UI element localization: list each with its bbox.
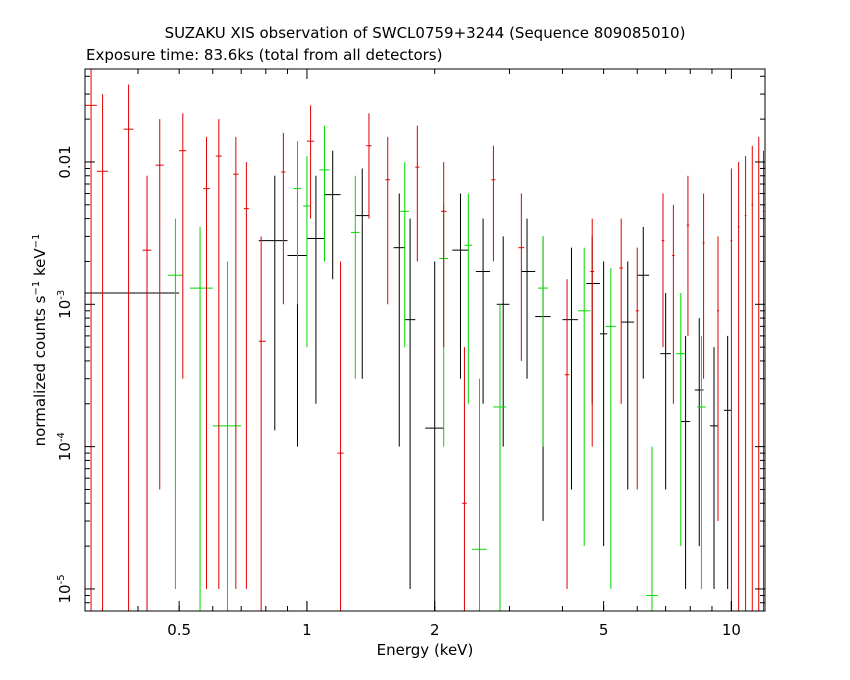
data-point	[762, 150, 765, 611]
data-point	[562, 247, 578, 490]
data-point	[366, 113, 372, 219]
data-point	[464, 193, 473, 404]
data-point	[350, 175, 360, 379]
data-point	[96, 94, 109, 611]
data-point	[646, 446, 658, 611]
x-tick-label: 2	[430, 621, 440, 639]
data-point	[564, 279, 570, 589]
x-tick-label: 5	[599, 621, 609, 639]
data-point	[441, 161, 447, 348]
y-tick-label: 0.01	[56, 145, 74, 178]
data-point	[697, 335, 706, 589]
data-point	[472, 378, 487, 611]
data-point	[400, 161, 410, 348]
data-point	[425, 261, 444, 611]
data-point	[537, 236, 549, 447]
data-point	[189, 226, 213, 611]
x-tick-label: 1	[302, 621, 312, 639]
data-point	[167, 218, 183, 589]
data-point	[142, 175, 152, 611]
data-point	[709, 347, 719, 589]
x-tick-label: 10	[722, 621, 741, 639]
data-point	[737, 161, 740, 611]
data-point	[694, 318, 704, 547]
data-point	[661, 193, 665, 348]
data-point	[385, 136, 391, 305]
x-tick-label: 0.5	[167, 621, 191, 639]
series-0	[85, 150, 732, 611]
data-point	[751, 145, 754, 611]
data-point	[590, 218, 595, 447]
data-point	[491, 145, 496, 262]
data-point	[215, 119, 222, 589]
data-point	[306, 105, 315, 219]
data-point	[324, 150, 341, 280]
y-axis-label: normalized counts s−1 keV−1	[31, 234, 49, 447]
data-point	[757, 136, 760, 611]
data-layer	[85, 69, 765, 611]
data-point	[680, 335, 691, 589]
data-point	[586, 236, 600, 404]
data-point	[306, 175, 325, 404]
data-point	[621, 261, 635, 490]
data-point	[243, 161, 249, 589]
y-tick-label: 10-3	[56, 290, 74, 319]
data-point	[85, 69, 97, 611]
data-point	[723, 335, 732, 589]
data-point	[493, 304, 507, 611]
data-point	[452, 193, 469, 379]
data-point	[619, 218, 623, 404]
data-point	[155, 119, 164, 490]
data-point	[212, 261, 242, 611]
data-point	[393, 193, 405, 447]
data-point	[303, 156, 311, 348]
data-point	[599, 261, 608, 547]
chart-subtitle: Exposure time: 83.6ks (total from all de…	[86, 46, 442, 64]
data-point	[717, 236, 720, 522]
plot-frame	[84, 68, 766, 612]
data-point	[293, 141, 302, 305]
data-point	[660, 293, 671, 490]
data-point	[672, 204, 675, 404]
x-axis-label: Energy (keV)	[377, 641, 474, 659]
data-point	[233, 136, 239, 589]
data-point	[85, 236, 180, 611]
data-point	[319, 125, 330, 262]
tick-layer: 0.5 1 2 5 10 0.01 10-3 10-4 10-5	[56, 69, 765, 639]
data-point	[518, 193, 525, 361]
data-point	[281, 132, 286, 305]
data-point	[686, 175, 690, 336]
data-point	[635, 247, 639, 490]
data-point	[258, 236, 266, 611]
data-point	[605, 267, 617, 589]
y-tick-label: 10-4	[56, 432, 74, 461]
data-point	[637, 226, 650, 379]
data-point	[337, 261, 344, 611]
data-point	[475, 218, 491, 404]
data-point	[521, 218, 536, 379]
data-point	[404, 218, 416, 589]
data-point	[744, 156, 747, 611]
y-tick-label: 10-5	[56, 574, 74, 603]
data-point	[730, 168, 733, 611]
data-point	[355, 168, 369, 379]
data-point	[702, 193, 705, 379]
data-point	[675, 293, 686, 547]
data-point	[179, 113, 187, 379]
data-point	[258, 175, 288, 431]
series-2	[85, 69, 765, 611]
chart-title: SUZAKU XIS observation of SWCL0759+3244 …	[165, 24, 686, 42]
data-point	[577, 247, 591, 547]
data-point	[203, 136, 210, 589]
data-point	[462, 347, 467, 611]
data-point	[123, 84, 134, 611]
series-1	[167, 125, 706, 611]
data-point	[496, 236, 510, 447]
data-point	[415, 125, 420, 262]
